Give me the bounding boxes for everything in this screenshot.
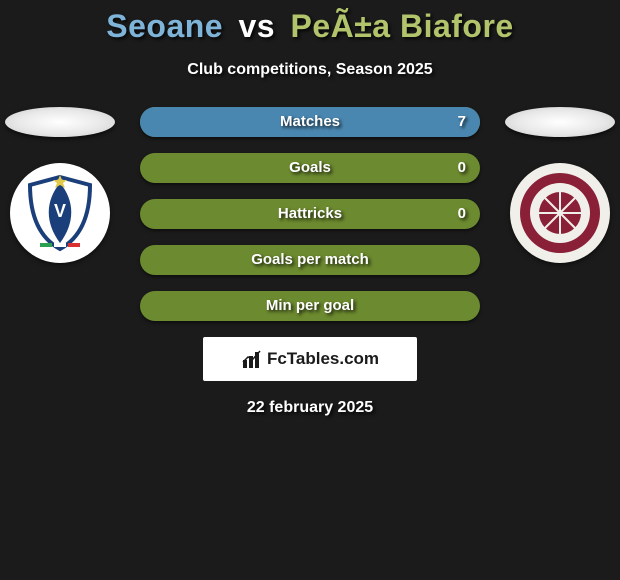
player1-name: Seoane (106, 8, 223, 44)
date-text: 22 february 2025 (0, 399, 620, 417)
bar-value-right: 0 (458, 153, 466, 183)
stat-bar: Hattricks0 (140, 199, 480, 229)
player2-name: PeÃ±a Biafore (290, 8, 513, 44)
subtitle: Club competitions, Season 2025 (0, 61, 620, 79)
player1-portrait (5, 107, 115, 137)
bar-label: Matches (140, 107, 480, 137)
stat-bar: Min per goal (140, 291, 480, 321)
bar-label: Goals (140, 153, 480, 183)
bar-value-right: 0 (458, 199, 466, 229)
svg-text:V: V (54, 201, 66, 221)
stat-bar: Goals per match (140, 245, 480, 275)
shield-icon: V (20, 173, 100, 253)
logo-text: FcTables.com (267, 349, 379, 369)
page-title: Seoane vs PeÃ±a Biafore (0, 0, 620, 45)
bar-chart-icon (241, 348, 263, 370)
bar-label: Goals per match (140, 245, 480, 275)
bar-label: Hattricks (140, 199, 480, 229)
stat-bar: Matches7 (140, 107, 480, 137)
stat-bar: Goals0 (140, 153, 480, 183)
player2-portrait (505, 107, 615, 137)
comparison-layout: V Matches7Goals0Hattr (0, 107, 620, 321)
team2-crest (510, 163, 610, 263)
bar-label: Min per goal (140, 291, 480, 321)
vs-text: vs (238, 8, 275, 44)
team1-crest: V (10, 163, 110, 263)
bar-value-right: 7 (458, 107, 466, 137)
stat-bars: Matches7Goals0Hattricks0Goals per matchM… (140, 107, 480, 321)
club-badge-icon (518, 171, 602, 255)
source-logo: FcTables.com (203, 337, 417, 381)
right-column (500, 107, 620, 263)
left-column: V (0, 107, 120, 263)
